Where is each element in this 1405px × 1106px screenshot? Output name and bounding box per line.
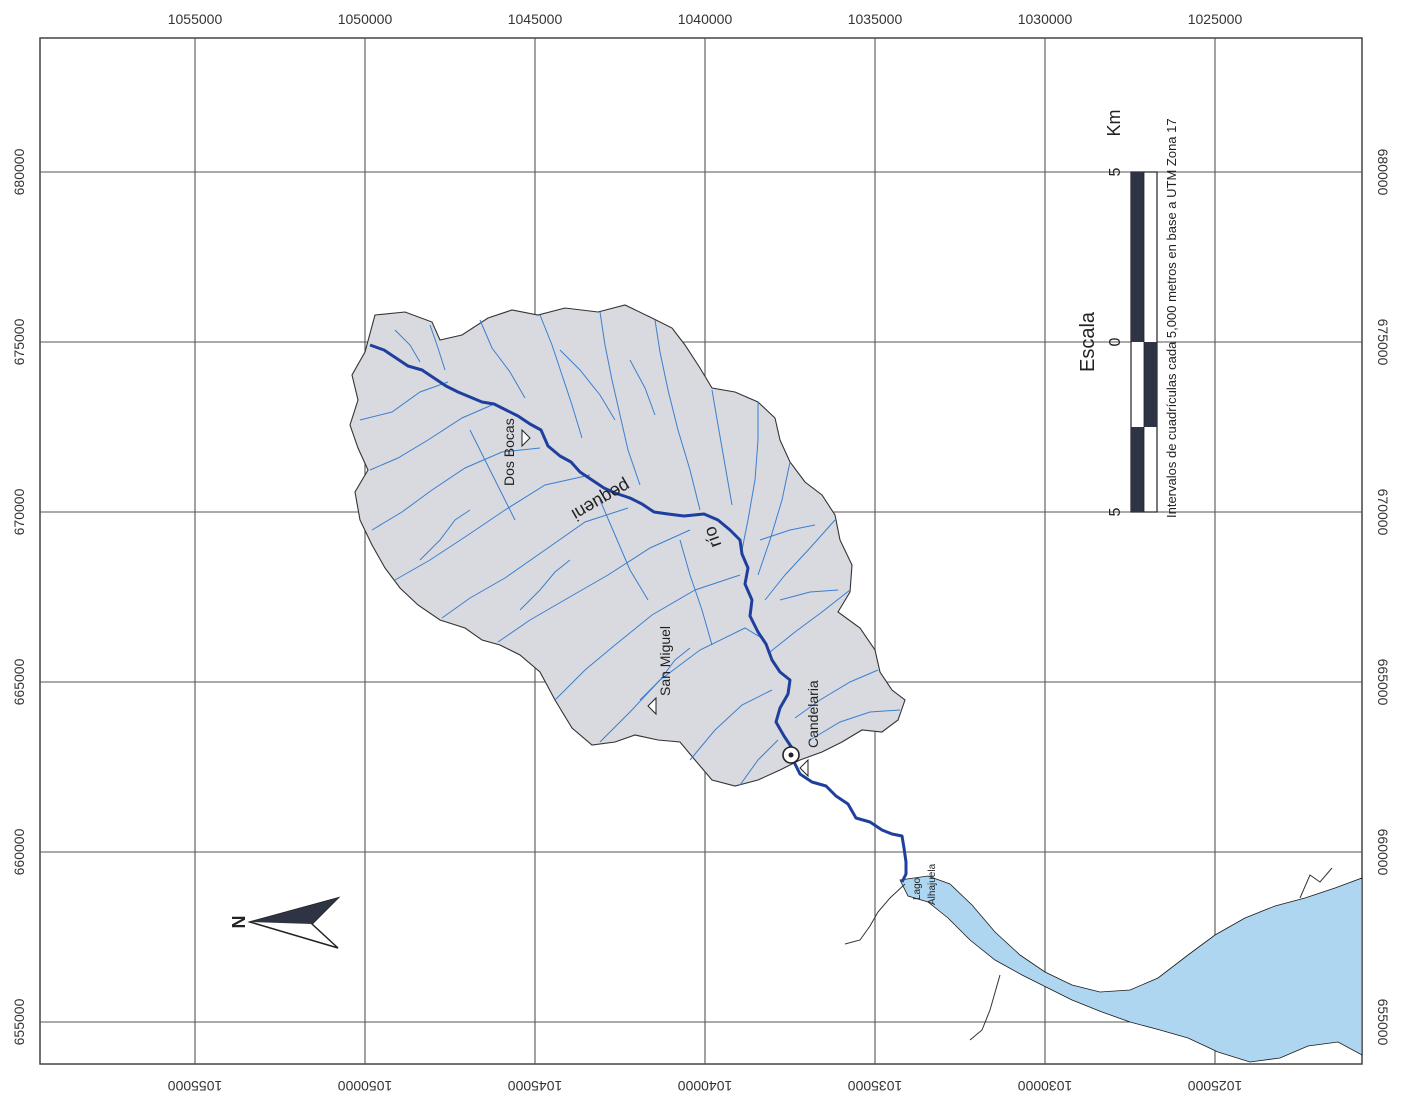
lake-arm-west [844,883,906,945]
tick-label-right: 660000 [1375,829,1391,876]
tick-label-left: 675000 [11,318,27,365]
place-san-miguel: San Miguel [647,626,673,716]
scale-note: Intervalos de cuadrículas cada 5,000 met… [1164,118,1179,518]
tributary [759,524,816,541]
tick-label-top: 1030000 [1018,11,1073,27]
tick-label-right: 680000 [1375,149,1391,196]
north-arrow-dark-half [250,898,338,924]
watershed-area [349,304,906,787]
tick-label-bottom: 1035000 [848,1078,903,1094]
tick-label-right: 670000 [1375,489,1391,536]
scale-bar: Escala Km 5 0 5 Intervalos de cuadrícula… [1077,110,1179,519]
tick-label-left: 655000 [11,998,27,1045]
scale-value-bottom: 5 [1107,507,1124,516]
tributaries [359,311,901,786]
tributary [559,349,616,421]
tributary [629,359,656,416]
tributary [369,404,493,471]
lake-alhajuela [899,875,1363,1063]
tick-label-top: 1050000 [338,11,393,27]
tick-label-left: 665000 [11,658,27,705]
lake-label-alhajuela: Alhajuela [927,863,938,905]
tick-label-top: 1025000 [1188,11,1243,27]
scale-value-mid: 0 [1107,337,1124,346]
scale-bar-segment [1131,427,1144,512]
scale-title: Escala [1077,311,1099,372]
tributary [764,519,836,601]
tributary [757,461,791,576]
tick-label-right: 655000 [1375,999,1391,1046]
tick-label-top: 1035000 [848,11,903,27]
main-river [369,343,908,883]
northing-ticks-left: 680000 675000 670000 665000 660000 65500… [11,148,27,1045]
north-label: N [229,916,249,929]
tributary [599,311,641,486]
tributary [711,389,733,506]
tributary [809,709,901,741]
tick-label-top: 1055000 [168,11,223,27]
place-candelaria: Candelaria [782,680,821,778]
northing-ticks-right: 680000 675000 670000 665000 660000 65500… [1375,149,1391,1046]
place-dos-bocas: Dos Bocas [501,418,531,486]
gauge-station-marker [521,428,531,448]
easting-ticks-top: 1055000 1050000 1045000 1040000 1035000 … [168,11,1243,27]
scale-unit: Km [1104,110,1124,137]
tick-label-left: 680000 [11,148,27,195]
tick-label-left: 670000 [11,488,27,535]
tick-label-bottom: 1030000 [1018,1078,1073,1094]
town-marker-center [788,752,794,758]
scale-bar-segment [1144,342,1157,427]
tributary [599,627,766,743]
tributary [539,314,583,439]
lake-arm-north [1299,867,1333,899]
tick-label-right: 665000 [1375,659,1391,706]
tributary [779,589,839,601]
scale-bar-segment [1131,172,1144,342]
lake-arm-south [969,974,1001,1041]
tick-label-bottom: 1045000 [508,1078,563,1094]
tick-label-left: 660000 [11,828,27,875]
scale-value-top: 5 [1107,167,1124,176]
tributary [639,647,691,701]
place-label-san-miguel: San Miguel [657,626,673,696]
lake-label-lago: Lago [912,877,923,900]
north-arrow: N [229,896,341,949]
tributary [429,324,446,371]
tributary [497,529,691,643]
tributary [679,539,713,646]
tributary [441,507,629,619]
tributary [689,689,773,761]
tick-label-bottom: 1025000 [1188,1078,1243,1094]
tributary [741,402,759,551]
gauge-station-marker [647,696,657,716]
tributary [371,447,541,531]
tributary [769,589,851,653]
tributary [469,429,516,521]
tick-label-top: 1045000 [508,11,563,27]
tributary [419,509,471,561]
tributary [654,319,701,511]
tick-label-bottom: 1050000 [338,1078,393,1094]
tributary [554,574,741,701]
place-label-dos-bocas: Dos Bocas [501,418,517,486]
tick-label-right: 675000 [1375,319,1391,366]
tributary [739,739,779,786]
tributary [479,319,526,399]
tributary [394,474,591,581]
place-label-candelaria: Candelaria [805,680,821,748]
tick-label-top: 1040000 [678,11,733,27]
tributary [599,499,649,601]
tributary [519,559,571,611]
gauge-station-marker [799,758,809,778]
tributary [794,669,879,719]
tick-label-bottom: 1055000 [168,1078,223,1094]
tributary [359,381,449,421]
tributary [394,329,421,363]
tick-label-bottom: 1040000 [678,1078,733,1094]
easting-ticks-bottom: 1055000 1050000 1045000 1040000 1035000 … [168,1078,1243,1094]
